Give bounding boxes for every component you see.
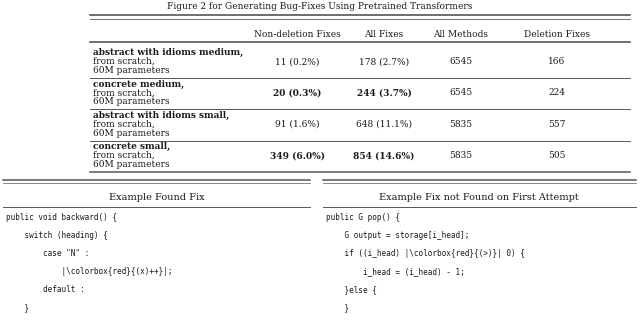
Text: Deletion Fixes: Deletion Fixes bbox=[524, 30, 590, 39]
Text: default :: default : bbox=[6, 285, 85, 294]
Text: Example Fix not Found on First Attempt: Example Fix not Found on First Attempt bbox=[380, 193, 579, 202]
Text: 91 (1.6%): 91 (1.6%) bbox=[275, 120, 320, 129]
Text: 349 (6.0%): 349 (6.0%) bbox=[270, 151, 325, 160]
Text: 224: 224 bbox=[548, 88, 565, 97]
Text: switch (heading) {: switch (heading) { bbox=[6, 231, 108, 240]
Text: }: } bbox=[6, 303, 29, 312]
Text: 60M parameters: 60M parameters bbox=[93, 66, 170, 75]
Text: from scratch,: from scratch, bbox=[93, 120, 154, 129]
Text: Example Found Fix: Example Found Fix bbox=[109, 193, 205, 202]
Text: from scratch,: from scratch, bbox=[93, 57, 154, 66]
Text: 6545: 6545 bbox=[449, 88, 472, 97]
Text: 5835: 5835 bbox=[449, 151, 472, 160]
Text: 166: 166 bbox=[548, 57, 565, 66]
Text: 60M parameters: 60M parameters bbox=[93, 160, 170, 169]
Text: 178 (2.7%): 178 (2.7%) bbox=[359, 57, 409, 66]
Text: }: } bbox=[326, 303, 349, 312]
Text: 244 (3.7%): 244 (3.7%) bbox=[356, 88, 412, 97]
Text: concrete small,: concrete small, bbox=[93, 142, 170, 151]
Text: i_head = (i_head) - 1;: i_head = (i_head) - 1; bbox=[326, 267, 465, 276]
Text: 11 (0.2%): 11 (0.2%) bbox=[275, 57, 320, 66]
Text: All Fixes: All Fixes bbox=[364, 30, 404, 39]
Text: from scratch,: from scratch, bbox=[93, 151, 154, 160]
Text: public void backward() {: public void backward() { bbox=[6, 213, 117, 221]
Text: |\colorbox{red}{(x)++}|;: |\colorbox{red}{(x)++}|; bbox=[6, 267, 173, 276]
Text: abstract with idioms small,: abstract with idioms small, bbox=[93, 111, 229, 120]
Text: case "N" :: case "N" : bbox=[6, 249, 90, 258]
Text: All Methods: All Methods bbox=[433, 30, 488, 39]
Text: if ((i_head) |\colorbox{red}{(>)}| 0) {: if ((i_head) |\colorbox{red}{(>)}| 0) { bbox=[326, 249, 525, 258]
Text: 60M parameters: 60M parameters bbox=[93, 129, 170, 138]
Text: concrete medium,: concrete medium, bbox=[93, 80, 184, 88]
Text: 557: 557 bbox=[548, 120, 566, 129]
Text: 5835: 5835 bbox=[449, 120, 472, 129]
Text: public G pop() {: public G pop() { bbox=[326, 213, 401, 221]
Text: 505: 505 bbox=[548, 151, 566, 160]
Text: 648 (11.1%): 648 (11.1%) bbox=[356, 120, 412, 129]
Text: Figure 2 for Generating Bug-Fixes Using Pretrained Transformers: Figure 2 for Generating Bug-Fixes Using … bbox=[167, 2, 473, 11]
Text: 20 (0.3%): 20 (0.3%) bbox=[273, 88, 322, 97]
Text: abstract with idioms medium,: abstract with idioms medium, bbox=[93, 48, 243, 57]
Text: 60M parameters: 60M parameters bbox=[93, 97, 170, 106]
Text: G output = storage[i_head];: G output = storage[i_head]; bbox=[326, 231, 470, 240]
Text: Non-deletion Fixes: Non-deletion Fixes bbox=[254, 30, 341, 39]
Text: from scratch,: from scratch, bbox=[93, 88, 154, 97]
Text: }else {: }else { bbox=[326, 285, 377, 294]
Text: 6545: 6545 bbox=[449, 57, 472, 66]
Text: 854 (14.6%): 854 (14.6%) bbox=[353, 151, 415, 160]
